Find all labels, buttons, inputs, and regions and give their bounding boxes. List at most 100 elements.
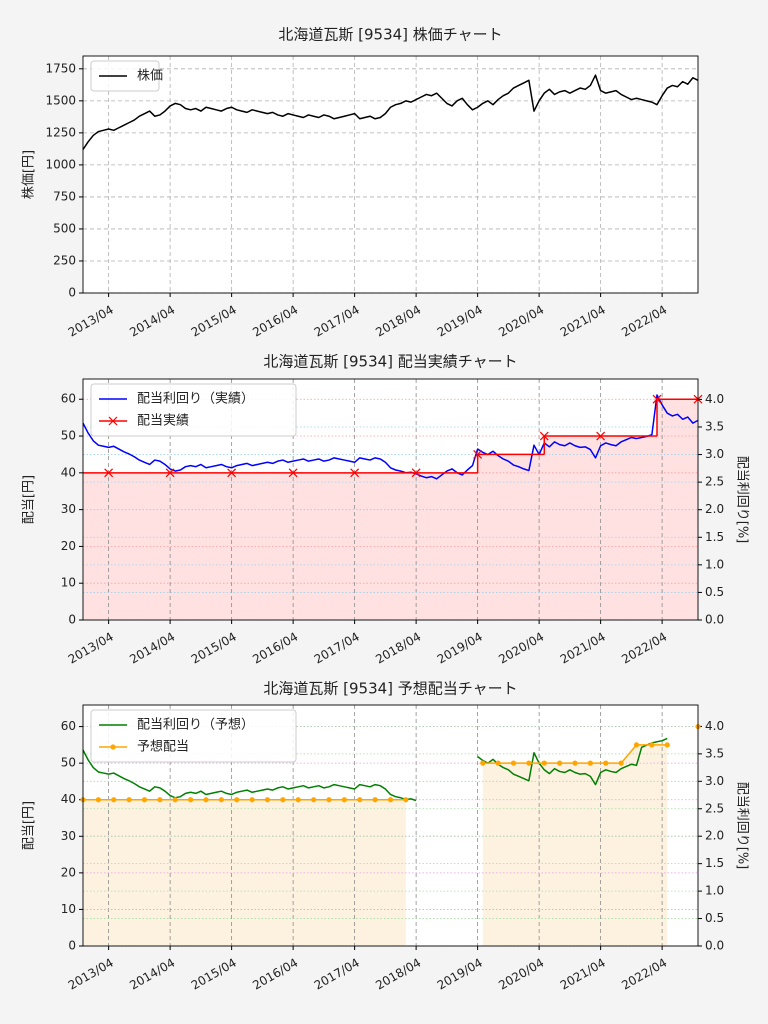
y2-tick-label: 4.0 [705, 719, 724, 733]
legend-label: 配当実績 [137, 413, 189, 429]
y2-tick-label: 1.5 [705, 856, 724, 870]
dot-marker [557, 760, 563, 766]
x-tick-label: 2019/04 [435, 956, 485, 993]
y2-tick-label: 2.0 [705, 502, 724, 516]
dot-marker [480, 760, 486, 766]
dot-marker [618, 760, 624, 766]
y-tick-label: 500 [53, 221, 76, 235]
x-tick-label: 2020/04 [496, 956, 546, 993]
dot-marker [249, 797, 255, 803]
y2-tick-label: 0.0 [705, 939, 724, 953]
dot-marker [188, 797, 194, 803]
y-tick-label: 250 [53, 253, 76, 267]
y2-tick-label: 2.5 [705, 801, 724, 815]
y-tick-label: 40 [61, 465, 76, 479]
series-line [82, 74, 699, 150]
x-marker-stroke [539, 431, 549, 441]
y2-axis-label: 配当利回り[%] [735, 456, 750, 544]
x-marker-stroke [108, 416, 118, 426]
x-tick-label: 2016/04 [250, 630, 300, 667]
dot-marker [95, 797, 101, 803]
dot-marker [172, 797, 178, 803]
dot-marker [141, 797, 148, 803]
x-marker [596, 431, 606, 441]
plot-frame [82, 378, 699, 621]
y2-tick-label: 1.0 [705, 884, 724, 898]
y2-tick-label: 3.0 [705, 774, 724, 788]
legend-box [90, 383, 297, 437]
x-tick-label: 2016/04 [250, 956, 300, 993]
legend-box [90, 709, 297, 763]
dot-marker [603, 760, 609, 766]
y2-tick-label: 1.5 [705, 530, 724, 544]
x-marker [411, 468, 421, 478]
x-tick-label: 2014/04 [127, 303, 177, 340]
y2-tick-label: 3.5 [705, 746, 724, 760]
y2-tick-label: 3.0 [705, 447, 724, 461]
chart-title: 北海道瓦斯 [9534] 予想配当チャート [263, 680, 517, 698]
x-marker [227, 468, 237, 478]
x-tick-label: 2022/04 [619, 630, 669, 667]
x-tick-label: 2022/04 [619, 956, 669, 993]
y-tick-label: 30 [61, 829, 76, 843]
x-marker-stroke [288, 468, 298, 478]
x-tick-label: 2019/04 [435, 303, 485, 340]
x-marker-stroke [596, 431, 606, 441]
plot-area [83, 56, 698, 293]
y-tick-label: 40 [61, 792, 76, 806]
y2-tick-label: 0.0 [705, 613, 724, 627]
y2-tick-label: 0.5 [705, 911, 724, 925]
y-tick-label: 1750 [45, 61, 76, 75]
dot-marker [403, 797, 409, 803]
legend-label: 予想配当 [137, 739, 189, 755]
x-tick-label: 2018/04 [373, 630, 423, 667]
y2-tick-label: 0.5 [705, 585, 724, 599]
y2-tick-label: 3.5 [705, 419, 724, 433]
x-tick-label: 2021/04 [558, 630, 608, 667]
x-tick-label: 2013/04 [66, 956, 116, 993]
dot-marker [510, 760, 517, 766]
chart-title: 北海道瓦斯 [9534] 株価チャート [278, 26, 502, 44]
x-tick-label: 2013/04 [66, 303, 116, 340]
y-tick-label: 0 [68, 939, 76, 953]
y-axis-label: 株価[円] [22, 150, 37, 199]
dot-marker [649, 742, 655, 748]
y-tick-label: 60 [61, 719, 76, 733]
dot-marker [495, 760, 501, 766]
x-marker [350, 468, 360, 478]
x-tick-label: 2017/04 [312, 956, 362, 993]
x-marker [539, 431, 549, 441]
x-tick-label: 2020/04 [496, 630, 546, 667]
dot-marker [110, 744, 116, 750]
y-tick-label: 60 [61, 392, 76, 406]
y2-tick-label: 1.0 [705, 557, 724, 571]
legend-label: 株価 [137, 69, 163, 84]
x-tick-label: 2019/04 [435, 630, 485, 667]
dot-marker [264, 797, 271, 803]
dot-marker [526, 760, 532, 766]
x-marker-stroke [652, 394, 662, 404]
chart-title: 北海道瓦斯 [9534] 配当実績チャート [263, 353, 517, 371]
x-marker [473, 450, 483, 459]
x-marker-stroke [411, 468, 421, 478]
y-tick-label: 50 [61, 756, 76, 770]
x-marker [108, 416, 118, 426]
y-tick-label: 0 [68, 286, 76, 300]
legend-label: 配当利回り（実績） [137, 391, 254, 407]
y-tick-label: 50 [61, 429, 76, 443]
y-tick-label: 1500 [45, 93, 76, 107]
dot-marker [295, 797, 301, 803]
dot-marker [311, 797, 317, 803]
dot-marker [587, 760, 593, 766]
dot-marker [541, 760, 547, 766]
dot-marker [126, 797, 132, 803]
dot-marker [372, 797, 378, 803]
x-tick-label: 2015/04 [189, 303, 239, 340]
dot-marker [341, 797, 347, 803]
dot-marker [218, 797, 224, 803]
y-tick-label: 20 [61, 865, 76, 879]
x-tick-label: 2021/04 [558, 956, 608, 993]
x-marker [288, 468, 298, 478]
x-tick-label: 2013/04 [66, 630, 116, 667]
